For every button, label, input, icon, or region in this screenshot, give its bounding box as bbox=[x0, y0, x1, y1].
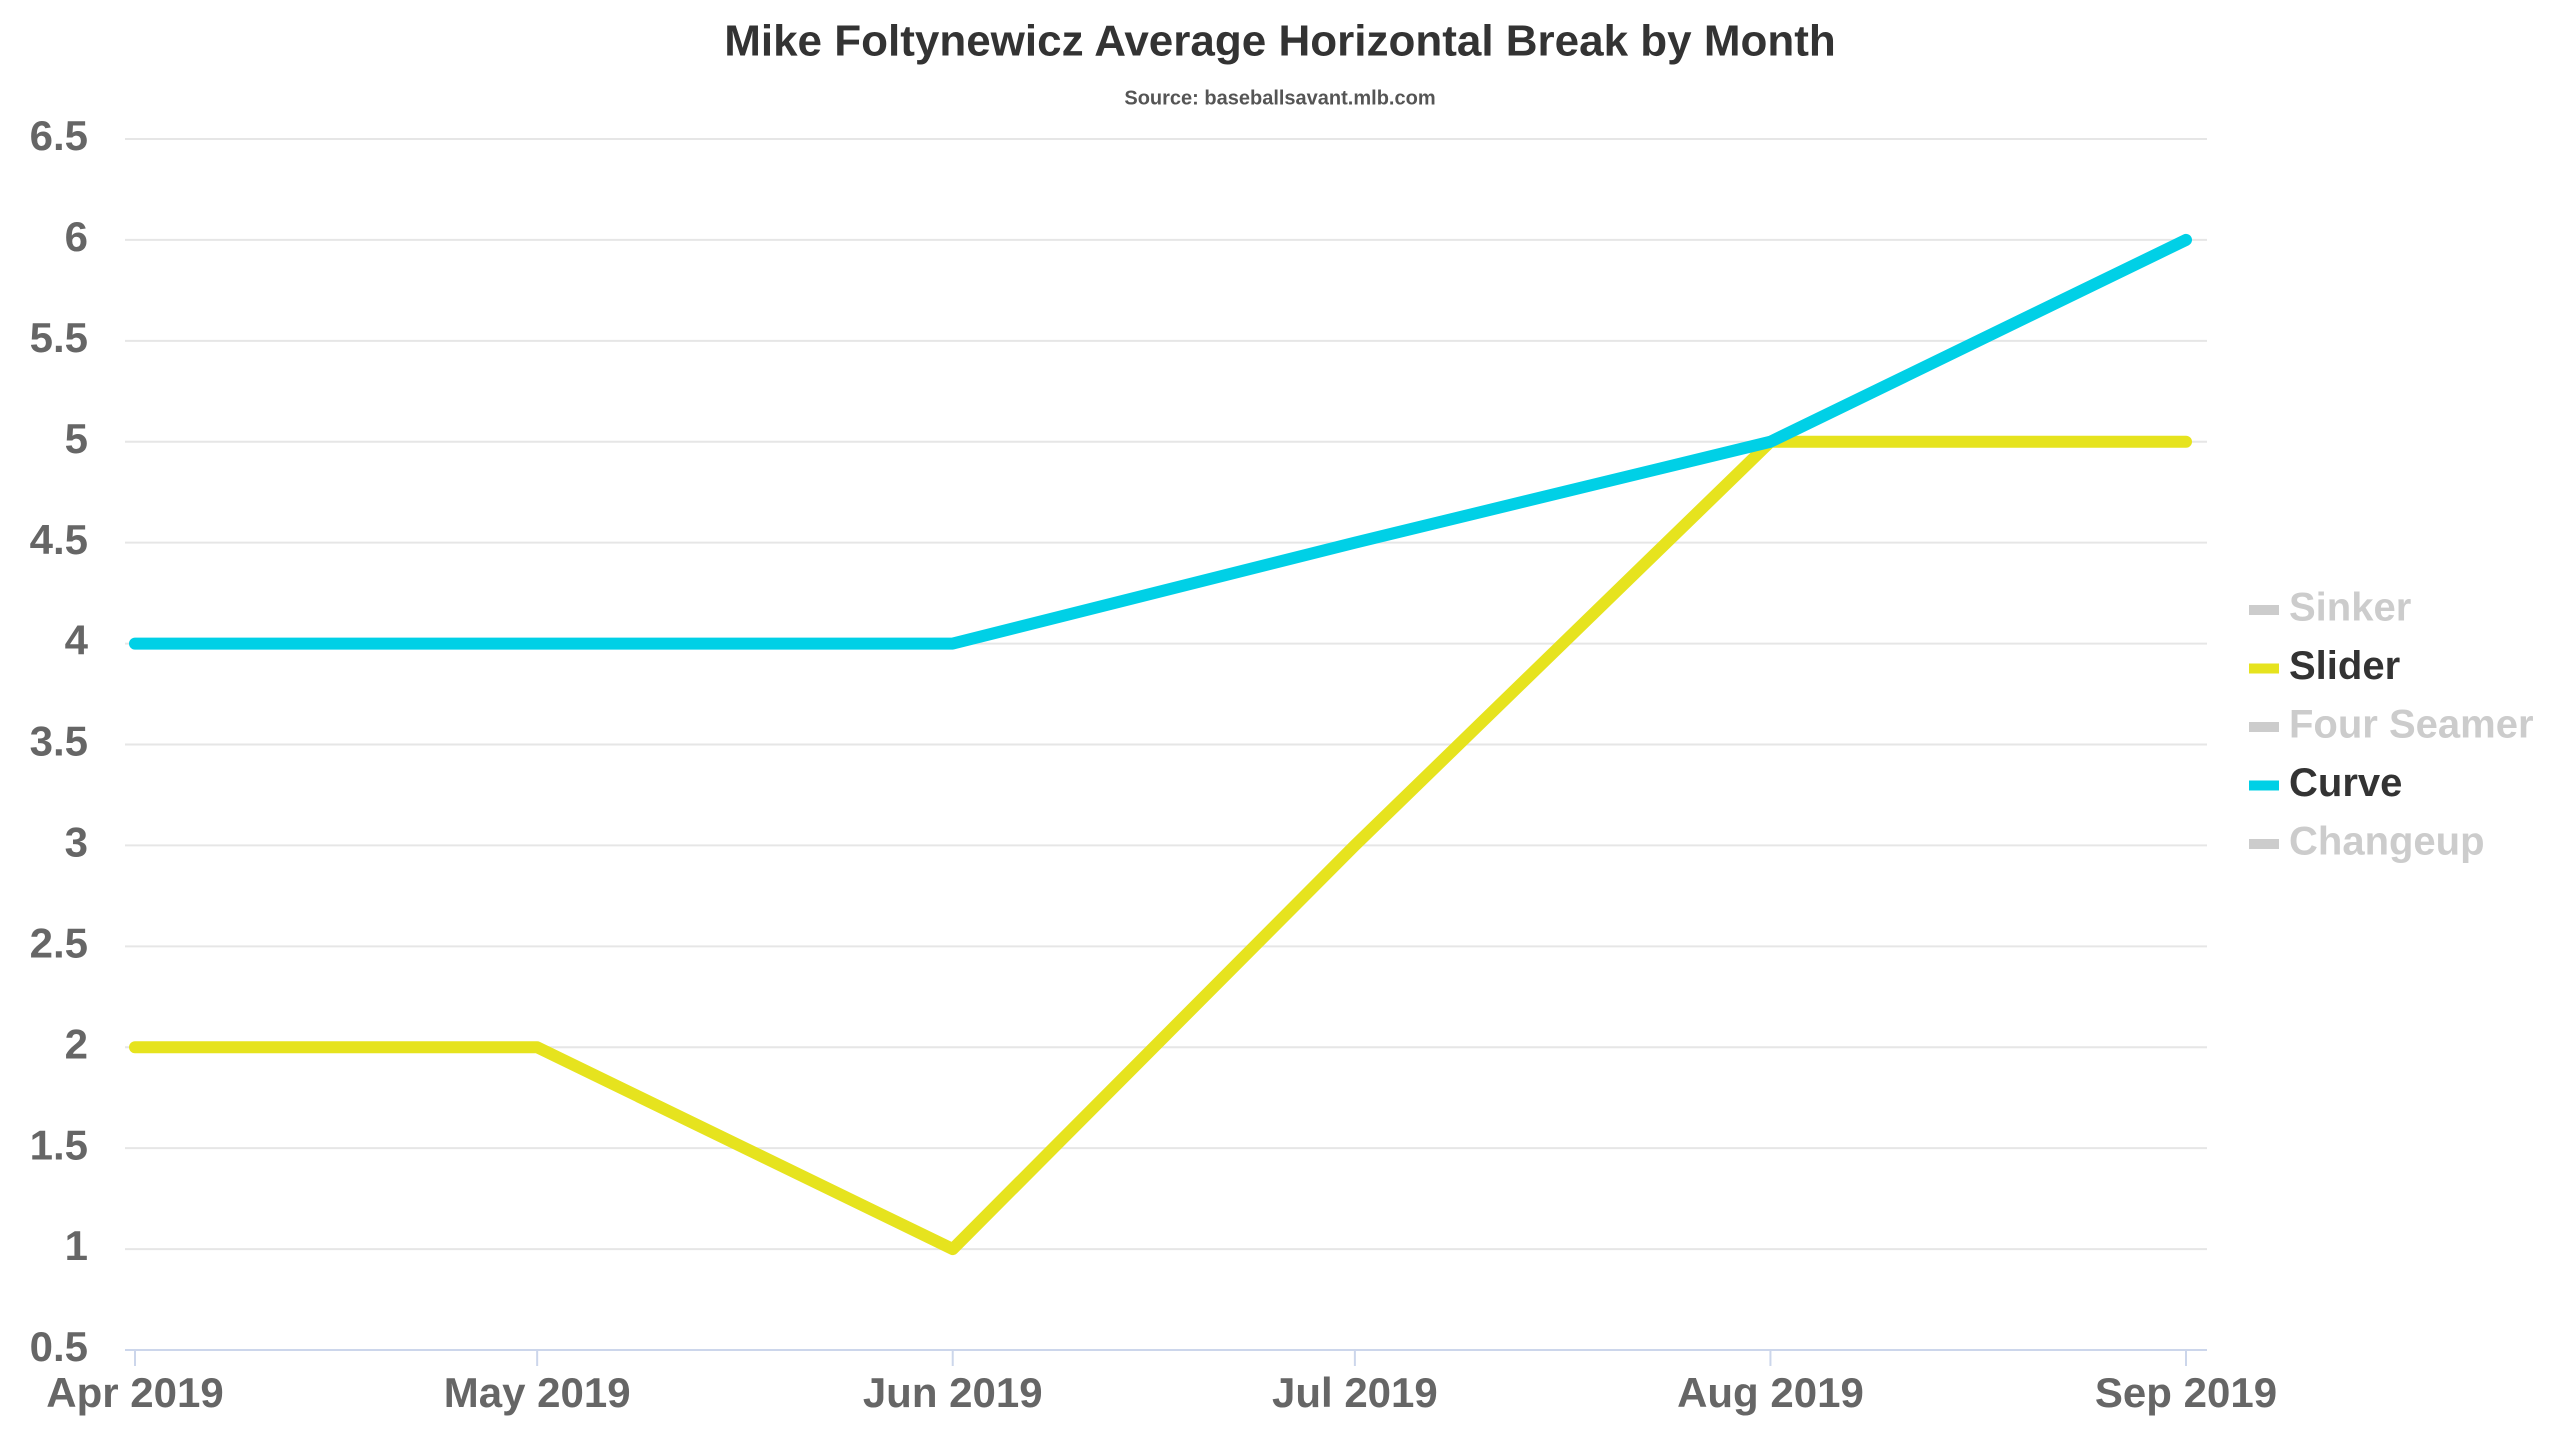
x-tick-label: Aug 2019 bbox=[1677, 1369, 1864, 1416]
y-tick-label: 4 bbox=[65, 617, 89, 664]
legend-label: Four Seamer bbox=[2289, 703, 2534, 747]
x-tick-label: Jul 2019 bbox=[1272, 1369, 1438, 1416]
y-tick-label: 6 bbox=[65, 213, 88, 260]
x-tick-label: Apr 2019 bbox=[46, 1369, 223, 1416]
legend-swatch bbox=[2249, 722, 2279, 732]
series-line bbox=[129, 435, 2192, 1256]
y-tick-label: 5.5 bbox=[30, 314, 88, 361]
legend-swatch bbox=[2249, 780, 2279, 791]
chart-subtitle: Source: baseballsavant.mlb.com bbox=[1124, 87, 1435, 109]
legend-label: Sinker bbox=[2289, 586, 2411, 630]
x-tick-label: Sep 2019 bbox=[2095, 1369, 2277, 1416]
legend-swatch bbox=[2249, 663, 2279, 674]
y-tick-label: 2.5 bbox=[30, 919, 88, 966]
y-tick-label: 1 bbox=[65, 1222, 88, 1269]
legend-label: Changeup bbox=[2289, 820, 2485, 864]
legend-label: Curve bbox=[2289, 761, 2402, 805]
y-tick-label: 5 bbox=[65, 415, 88, 462]
legend-label: Slider bbox=[2289, 644, 2400, 688]
y-tick-label: 3 bbox=[65, 819, 88, 866]
y-tick-label: 2 bbox=[65, 1020, 88, 1067]
chart-title: Mike Foltynewicz Average Horizontal Brea… bbox=[724, 17, 1836, 66]
legend-swatch bbox=[2249, 839, 2279, 849]
y-tick-label: 6.5 bbox=[30, 112, 88, 159]
series-line bbox=[129, 233, 2192, 650]
legend-swatch bbox=[2249, 605, 2279, 615]
y-tick-label: 3.5 bbox=[30, 718, 88, 765]
y-tick-label: 4.5 bbox=[30, 516, 88, 563]
x-tick-label: May 2019 bbox=[444, 1369, 631, 1416]
y-tick-label: 1.5 bbox=[30, 1121, 88, 1168]
y-tick-label: 0.5 bbox=[30, 1323, 88, 1370]
x-tick-label: Jun 2019 bbox=[863, 1369, 1043, 1416]
